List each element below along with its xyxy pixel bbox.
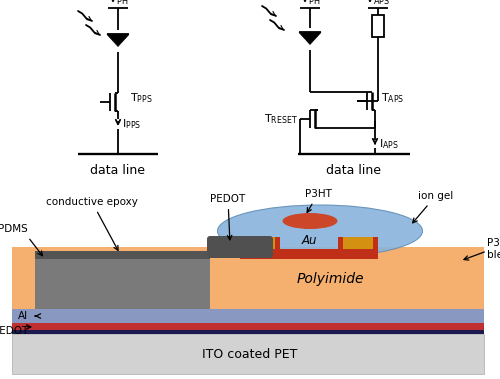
FancyBboxPatch shape [12,247,484,309]
Text: Polyimide: Polyimide [296,272,364,286]
Text: I$_{\mathsf{PPS}}$: I$_{\mathsf{PPS}}$ [122,117,142,131]
Text: PEDOT: PEDOT [210,194,246,240]
Text: Al: Al [18,311,28,321]
FancyBboxPatch shape [207,236,273,258]
FancyBboxPatch shape [372,15,384,37]
Text: T$_{\mathsf{APS}}$: T$_{\mathsf{APS}}$ [381,91,404,105]
Text: ITO coated PET: ITO coated PET [202,348,298,360]
FancyBboxPatch shape [338,237,378,259]
Ellipse shape [218,205,422,257]
FancyBboxPatch shape [12,323,484,330]
FancyBboxPatch shape [240,237,280,259]
Text: data line: data line [326,164,382,177]
Text: V$_{\mathsf{APS}}$: V$_{\mathsf{APS}}$ [366,0,390,7]
FancyBboxPatch shape [240,249,378,259]
FancyBboxPatch shape [12,334,484,374]
Text: V$_{\mathsf{PH}}$: V$_{\mathsf{PH}}$ [108,0,128,7]
Text: P3HT: P3HT [304,189,332,212]
FancyBboxPatch shape [245,237,275,249]
FancyBboxPatch shape [35,251,210,259]
Text: ion gel: ion gel [412,191,453,223]
Text: Au: Au [301,235,317,247]
Text: PEDOT: PEDOT [0,326,28,336]
FancyBboxPatch shape [35,251,210,309]
Polygon shape [299,32,321,44]
Text: V$_{\mathsf{PH}}$: V$_{\mathsf{PH}}$ [300,0,320,7]
Polygon shape [107,34,129,47]
Text: T$_{\mathsf{RESET}}$: T$_{\mathsf{RESET}}$ [264,112,298,126]
Ellipse shape [282,213,338,229]
Text: P3HT/PCBM
blend: P3HT/PCBM blend [487,238,500,260]
Text: conductive epoxy: conductive epoxy [46,197,138,250]
Text: T$_{\mathsf{PPS}}$: T$_{\mathsf{PPS}}$ [130,91,153,105]
Text: I$_{\mathsf{APS}}$: I$_{\mathsf{APS}}$ [379,137,399,151]
FancyBboxPatch shape [12,330,484,334]
FancyBboxPatch shape [12,309,484,323]
Text: PDMS: PDMS [0,224,28,234]
FancyBboxPatch shape [343,237,373,249]
Text: data line: data line [90,164,146,177]
